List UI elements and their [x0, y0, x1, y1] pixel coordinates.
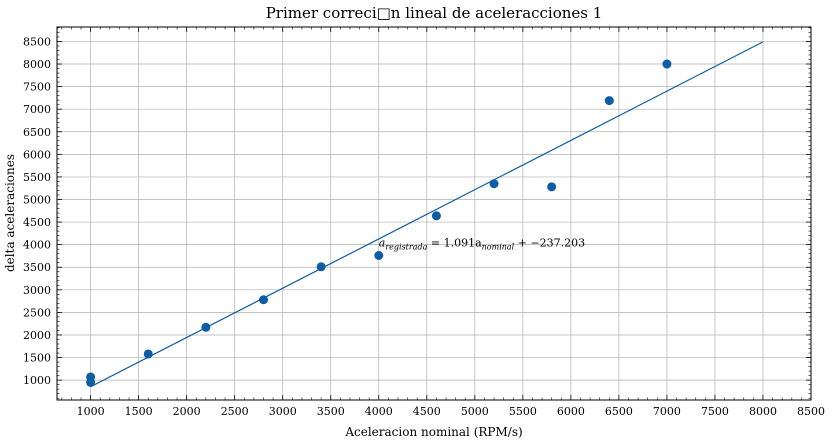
chart-title: Primer correci□n lineal de aceleraccione…: [266, 4, 603, 22]
data-point: [316, 262, 326, 272]
x-tick-label: 2000: [173, 405, 201, 418]
y-tick-labels: 1000 1500 2000 2500 3000 3500 4000 4500 5000 5500…: [23, 35, 51, 387]
y-tick-label: 5500: [23, 171, 51, 184]
data-point: [143, 349, 153, 359]
x-tick-label: 4500: [413, 405, 441, 418]
y-tick-label: 8000: [23, 58, 51, 71]
plot-frame: [56, 26, 812, 401]
data-point: [259, 295, 269, 305]
y-tick-label: 7000: [23, 103, 51, 116]
x-tick-label: 6500: [605, 405, 633, 418]
y-tick-label: 2000: [23, 329, 51, 342]
data-point: [86, 372, 96, 382]
y-tick-label: 4500: [23, 216, 51, 229]
data-point: [431, 211, 441, 221]
x-tick-label: 4000: [365, 405, 393, 418]
data-point: [374, 250, 384, 260]
annot-sub2: nominal: [482, 243, 515, 252]
data-point: [547, 182, 557, 192]
y-tick-label: 2500: [23, 306, 51, 319]
x-tick-label: 5500: [509, 405, 537, 418]
x-tick-label: 7000: [653, 405, 681, 418]
y-tick-label: 3000: [23, 284, 51, 297]
x-tick-label: 3500: [317, 405, 345, 418]
data-point: [489, 179, 499, 189]
x-tick-label: 5000: [461, 405, 489, 418]
x-tick-label: 8000: [749, 405, 777, 418]
x-tick-label: 1500: [125, 405, 153, 418]
ticks: [57, 27, 812, 400]
x-tick-label: 3000: [269, 405, 297, 418]
y-axis-label: delta aceleraciones: [3, 154, 17, 272]
x-tick-label: 6000: [557, 405, 585, 418]
fit-equation-annotation: aregistrada = 1.091anominal + −237.203: [379, 237, 585, 252]
x-axis-label: Aceleracion nominal (RPM/s): [344, 425, 522, 439]
x-tick-label: 8500: [797, 405, 825, 418]
x-tick-label: 2500: [221, 405, 249, 418]
x-tick-labels: 1000 1500 2000 2500 3000 3500 4000 4500 5000 5500…: [77, 405, 825, 418]
y-tick-label: 6000: [23, 148, 51, 161]
y-tick-label: 3500: [23, 261, 51, 274]
annot-sub1: registrada: [385, 243, 427, 252]
y-tick-label: 1500: [23, 352, 51, 365]
x-tick-label: 1000: [77, 405, 105, 418]
points-group: [86, 59, 672, 387]
annot-tail: + −237.203: [514, 237, 585, 250]
annot-mid: = 1.091a: [427, 237, 482, 250]
x-tick-label: 7500: [701, 405, 729, 418]
y-tick-label: 1000: [23, 374, 51, 387]
y-tick-label: 4000: [23, 239, 51, 252]
y-tick-label: 5000: [23, 194, 51, 207]
annot-main: a: [379, 237, 386, 250]
data-point: [201, 322, 211, 332]
data-point: [662, 59, 672, 69]
data-point: [604, 96, 614, 106]
grid: [57, 27, 812, 400]
y-tick-label: 8500: [23, 35, 51, 48]
y-tick-label: 7500: [23, 81, 51, 94]
y-tick-label: 6500: [23, 126, 51, 139]
